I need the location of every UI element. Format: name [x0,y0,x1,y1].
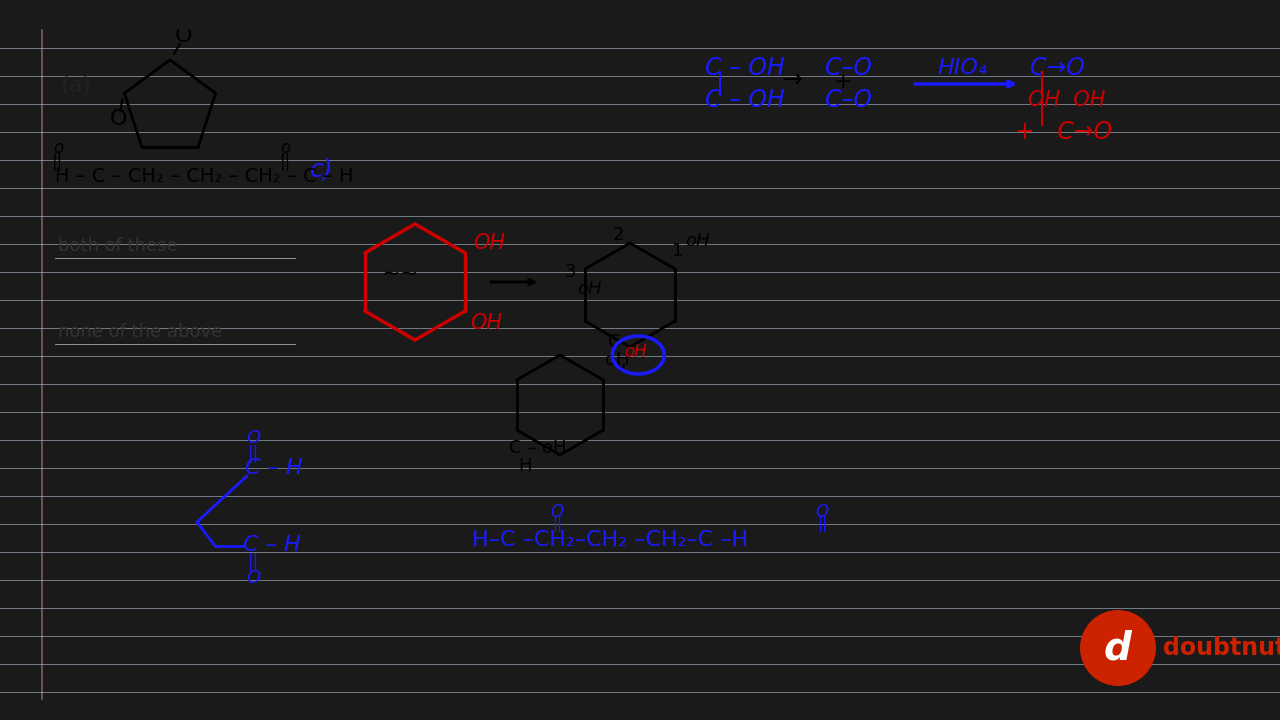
Text: 2: 2 [612,226,623,244]
Text: |: | [1038,102,1046,127]
Text: O: O [550,503,563,521]
Text: HIO₄: HIO₄ [937,58,987,78]
Text: H – C – CH₂ – CH₂ – CH₂ – C – H: H – C – CH₂ – CH₂ – CH₂ – C – H [55,168,353,186]
Text: oH: oH [577,280,602,298]
Text: o: o [280,139,291,157]
Text: C–O: C–O [826,88,872,112]
Text: C – oH: C – oH [508,439,566,457]
Text: ∼∼: ∼∼ [381,264,419,284]
Text: OH: OH [470,313,502,333]
Text: O: O [815,503,828,521]
Text: O: O [246,569,260,587]
Text: O: O [175,26,193,46]
Text: 3: 3 [564,263,576,281]
Text: ||: || [247,445,259,463]
Text: oH: oH [605,351,630,369]
Text: both of these: both of these [58,237,178,255]
Text: +: + [833,72,852,92]
Text: doubtnut: doubtnut [1164,636,1280,660]
Text: 1: 1 [672,242,684,260]
Text: ||: || [552,516,562,532]
Text: |: | [1038,71,1046,96]
Text: oH: oH [685,232,709,250]
Bar [0,700,1280,720]
Text: ||: || [817,516,827,532]
Text: oH: oH [623,343,646,361]
Bar [0,0,1280,28]
Text: OH: OH [474,233,506,253]
Text: O: O [110,109,127,129]
Text: ||: || [247,553,259,571]
Text: C – H: C – H [244,458,302,478]
Text: H–C –CH₂–CH₂ –CH₂–C –H: H–C –CH₂–CH₂ –CH₂–C –H [472,530,748,550]
Text: C – OH: C – OH [705,88,785,112]
Text: C – OH: C – OH [705,56,785,80]
Text: function of   HIO₄: function of HIO₄ [645,6,895,34]
Text: ||: || [52,153,64,171]
Text: C: C [608,333,621,351]
Text: (a): (a) [60,76,91,96]
Text: c): c) [310,158,334,182]
Text: C–O: C–O [826,56,872,80]
Text: →: → [782,68,803,92]
Text: C→O: C→O [1030,56,1085,80]
Text: H: H [518,457,531,475]
Text: O: O [246,429,260,447]
Text: d: d [1105,629,1132,667]
Circle shape [1080,610,1156,686]
Text: o: o [52,139,63,157]
Text: |: | [716,71,724,96]
Text: C – H: C – H [243,535,301,555]
Text: ||: || [279,153,291,171]
Text: +   C→O: + C→O [1015,120,1112,144]
Text: OH  OH: OH OH [1028,90,1106,110]
Text: none of the above: none of the above [58,323,223,341]
